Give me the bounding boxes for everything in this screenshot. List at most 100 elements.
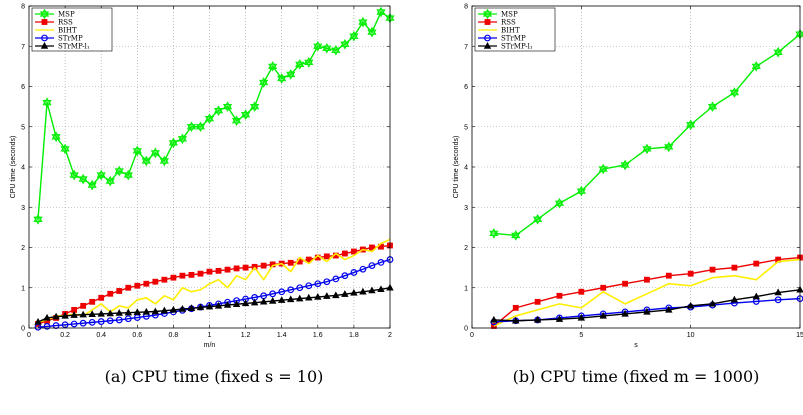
ytick-label-b-8: 8 (464, 4, 468, 11)
xtick-label-a-6: 1.2 (241, 332, 251, 339)
point-a-4-24 (250, 298, 259, 306)
point-a-1-12 (143, 280, 150, 287)
point-b-1-0 (490, 323, 497, 329)
point-a-0-3 (60, 143, 70, 155)
ytick-label-b-3: 3 (464, 205, 468, 212)
point-b-1-3 (556, 292, 563, 299)
point-a-1-21 (224, 266, 231, 273)
point-a-3-38 (377, 258, 385, 266)
point-b-4-1 (512, 316, 520, 324)
point-a-0-15 (168, 137, 178, 149)
point-b-1-12 (753, 260, 760, 267)
series-line-a-4 (37, 287, 391, 323)
point-b-0-7 (642, 143, 652, 155)
ytick-label-a-7: 7 (21, 44, 25, 51)
legend-marker-b-3 (484, 34, 491, 42)
point-a-3-29 (296, 284, 304, 292)
point-a-1-15 (170, 274, 177, 281)
point-b-0-10 (707, 101, 718, 112)
point-a-3-37 (368, 262, 376, 270)
point-a-1-7 (98, 294, 105, 301)
legend-label-b-2: BIHT (501, 27, 520, 35)
point-b-4-10 (708, 299, 717, 307)
point-a-4-34 (341, 290, 349, 297)
series-line-a-2 (37, 238, 391, 323)
point-a-4-23 (241, 299, 250, 307)
point-b-1-8 (665, 272, 672, 279)
y-axis-label-b: CPU time (seconds) (453, 136, 460, 199)
legend-marker-a-1 (41, 19, 48, 25)
series-a-4 (34, 283, 394, 325)
point-a-4-21 (223, 301, 232, 308)
ytick-label-a-5: 5 (21, 124, 25, 131)
point-a-4-38 (377, 285, 385, 293)
point-a-0-19 (204, 113, 215, 125)
point-a-4-19 (205, 302, 214, 310)
xtick-label-a-4: 0.8 (169, 332, 179, 339)
point-a-3-34 (341, 272, 349, 280)
point-a-3-36 (359, 265, 367, 273)
point-a-4-14 (160, 306, 169, 314)
legend-label-b-1: RSS (501, 19, 516, 27)
point-a-4-30 (305, 293, 313, 301)
point-a-3-32 (323, 278, 331, 286)
point-a-3-4 (70, 320, 78, 328)
xtick-label-b-0: 0 (470, 332, 474, 339)
series-a-0 (33, 6, 395, 225)
point-a-0-17 (186, 121, 197, 133)
point-a-4-36 (359, 287, 367, 295)
point-a-0-22 (231, 115, 242, 127)
point-a-4-7 (97, 309, 105, 317)
point-a-3-30 (305, 282, 313, 290)
legend-marker-b-1 (484, 19, 491, 25)
point-a-4-5 (79, 310, 87, 318)
xtick-label-b-1: 5 (579, 332, 583, 339)
point-a-3-5 (79, 319, 87, 327)
point-b-0-0 (489, 228, 499, 239)
point-a-4-27 (277, 296, 286, 303)
point-b-4-9 (686, 301, 695, 309)
point-a-3-7 (97, 318, 105, 325)
point-a-1-30 (305, 256, 312, 263)
point-b-0-9 (686, 119, 696, 131)
series-a-2 (37, 238, 391, 323)
series-line-a-3 (37, 258, 391, 328)
point-a-4-15 (169, 305, 178, 313)
point-b-3-13 (774, 296, 782, 304)
point-a-1-35 (350, 248, 357, 255)
point-a-1-9 (116, 288, 123, 294)
point-a-3-33 (332, 275, 340, 283)
ytick-label-a-3: 3 (21, 205, 25, 212)
series-line-a-0 (37, 11, 391, 220)
legend-label-b-4: STrMP-l₁ (501, 43, 533, 51)
caption-b: (b) CPU time (fixed m = 1000) (513, 367, 760, 386)
point-a-0-21 (222, 101, 233, 112)
point-a-4-0 (34, 317, 42, 325)
point-a-4-2 (52, 312, 60, 320)
point-b-1-7 (644, 276, 650, 283)
point-a-1-22 (233, 265, 240, 272)
point-a-0-6 (87, 179, 97, 191)
point-b-1-4 (578, 288, 585, 295)
point-a-1-24 (251, 263, 258, 270)
point-a-1-32 (323, 253, 330, 260)
point-b-0-4 (576, 185, 586, 197)
xtick-label-b-2: 10 (687, 332, 695, 339)
series-b-4 (490, 285, 803, 324)
ytick-label-b-2: 2 (464, 245, 468, 252)
ytick-label-a-0: 0 (21, 326, 25, 333)
point-b-1-6 (622, 280, 628, 287)
point-b-4-7 (643, 307, 651, 315)
ytick-label-a-8: 8 (21, 4, 25, 11)
xtick-label-a-10: 2 (388, 332, 392, 339)
point-a-4-16 (178, 305, 187, 312)
point-a-0-29 (295, 59, 305, 70)
point-b-1-1 (512, 304, 519, 311)
point-a-0-1 (42, 97, 52, 108)
point-a-0-34 (340, 38, 350, 50)
point-a-0-11 (132, 145, 142, 157)
point-a-1-13 (152, 278, 159, 285)
point-b-4-5 (599, 311, 607, 319)
point-b-4-2 (533, 315, 542, 323)
point-b-1-9 (687, 270, 694, 277)
